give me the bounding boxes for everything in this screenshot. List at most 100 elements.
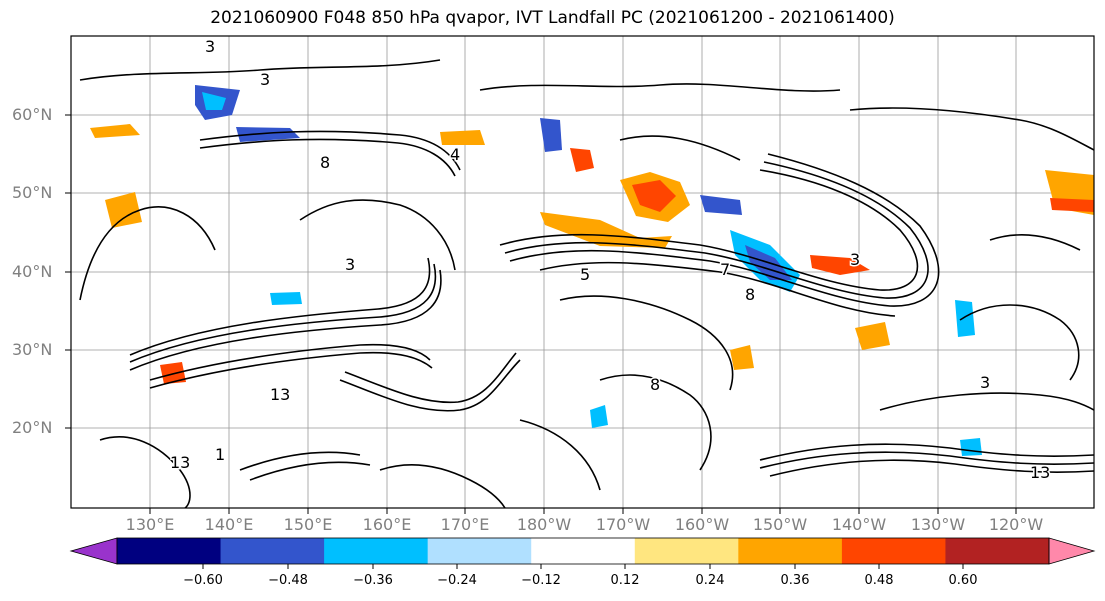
negative-anomaly-patch (700, 195, 742, 215)
contour-line (849, 107, 1094, 151)
ivt-contours (79, 59, 1094, 508)
qvapor-shading (90, 85, 1094, 456)
colorbar-tick-label: −0.12 (521, 573, 561, 588)
negative-anomaly-patch (540, 118, 562, 152)
colorbar-extend-low (69, 537, 118, 565)
contour-label: 13 (170, 453, 190, 472)
contour-line (619, 135, 741, 161)
positive-anomaly-patch (1050, 198, 1094, 212)
colorbar-tick-label: 0.48 (864, 573, 894, 588)
contour-label: 3 (345, 255, 355, 274)
positive-anomaly-patch (160, 362, 186, 384)
colorbar-segment (324, 538, 429, 564)
negative-anomaly-patch (270, 292, 302, 305)
longitude-label: 160°E (362, 515, 412, 534)
axis-ticks (65, 114, 1017, 514)
positive-anomaly-patch (570, 148, 594, 172)
contour-line (249, 461, 371, 481)
contour-label: 8 (320, 153, 330, 172)
contour-line (79, 206, 216, 301)
contour-label: 3 (260, 70, 270, 89)
contour-line (989, 234, 1081, 251)
contour-line (769, 459, 1094, 477)
negative-anomaly-patch (590, 405, 608, 428)
positive-anomaly-patch (855, 322, 890, 350)
colorbar-tick-label: −0.48 (268, 573, 308, 588)
contour-line (129, 269, 442, 371)
contour-line (99, 436, 191, 508)
positive-anomaly-patch (105, 192, 142, 228)
positive-anomaly-patch (540, 212, 672, 248)
negative-anomaly-patch (960, 438, 982, 456)
contour-label: 4 (450, 145, 460, 164)
contour-line (504, 161, 929, 299)
contour-line (199, 130, 461, 171)
contour-line (299, 199, 456, 271)
contour-label: 8 (650, 375, 660, 394)
positive-anomaly-patch (632, 180, 676, 212)
contour-line (759, 443, 1094, 461)
longitude-label: 170°E (440, 515, 490, 534)
colorbar-tick-label: −0.24 (437, 573, 477, 588)
contour-line (129, 263, 437, 363)
contour-line (149, 343, 431, 381)
contour-line (509, 153, 940, 307)
colorbar-segment (220, 538, 325, 564)
contour-label: 5 (580, 265, 590, 284)
colorbar-segment (945, 538, 1050, 564)
longitude-label: 150°E (283, 515, 333, 534)
longitude-label: 120°W (988, 515, 1044, 534)
longitude-label: 170°W (595, 515, 651, 534)
latitude-label: 20°N (12, 418, 53, 437)
contour-label: 3 (980, 373, 990, 392)
colorbar-segment (738, 538, 843, 564)
longitude-label: 150°W (752, 515, 808, 534)
contour-line (379, 464, 506, 508)
map-title: 2021060900 F048 850 hPa qvapor, IVT Land… (210, 8, 895, 28)
contour-label: 13 (1030, 463, 1050, 482)
contour-label: 3 (850, 250, 860, 269)
colorbar-tick-label: 0.36 (780, 573, 810, 588)
colorbar-segment (117, 538, 222, 564)
contour-line (759, 451, 1094, 469)
contour-line (149, 351, 433, 389)
contour-line (79, 59, 441, 81)
contour-line (129, 257, 431, 356)
longitude-label: 130°E (125, 515, 175, 534)
contour-line (519, 419, 601, 491)
contour-label: 7 (720, 260, 730, 279)
latitude-label: 40°N (12, 262, 53, 281)
longitude-label: 180°W (516, 515, 572, 534)
contour-line (959, 304, 1080, 381)
colorbar-frame (116, 537, 1050, 565)
longitude-label: 140°W (831, 515, 887, 534)
colorbar-tick-label: 0.24 (695, 573, 725, 588)
contour-label: 3 (205, 37, 215, 56)
positive-anomaly-patch (440, 130, 485, 145)
positive-anomaly-patch (810, 255, 870, 275)
contour-line (499, 169, 919, 291)
positive-anomaly-patch (90, 124, 140, 138)
negative-anomaly-patch (955, 300, 975, 337)
latitude-label: 60°N (12, 105, 53, 124)
graticule (71, 36, 1094, 508)
contour-line (239, 451, 361, 471)
longitude-label: 130°W (910, 515, 966, 534)
longitude-label: 140°E (204, 515, 254, 534)
colorbar-segment (841, 538, 946, 564)
contour-line (599, 374, 712, 471)
colorbar-segment (531, 538, 636, 564)
contour-labels: 3 3 8 13 3 4 8 13 3 1 5 8 3 7 13 (169, 36, 1052, 484)
contour-line (479, 83, 841, 92)
colorbar (69, 537, 1096, 569)
contour-line (539, 261, 896, 317)
colorbar-segment (427, 538, 532, 564)
longitude-label: 160°W (674, 515, 730, 534)
contour-line (559, 295, 734, 391)
colorbar-tick-label: −0.36 (353, 573, 393, 588)
colorbar-segment (634, 538, 739, 564)
contour-label: 8 (745, 285, 755, 304)
contour-line (199, 138, 456, 177)
negative-anomaly-patch (202, 92, 226, 110)
